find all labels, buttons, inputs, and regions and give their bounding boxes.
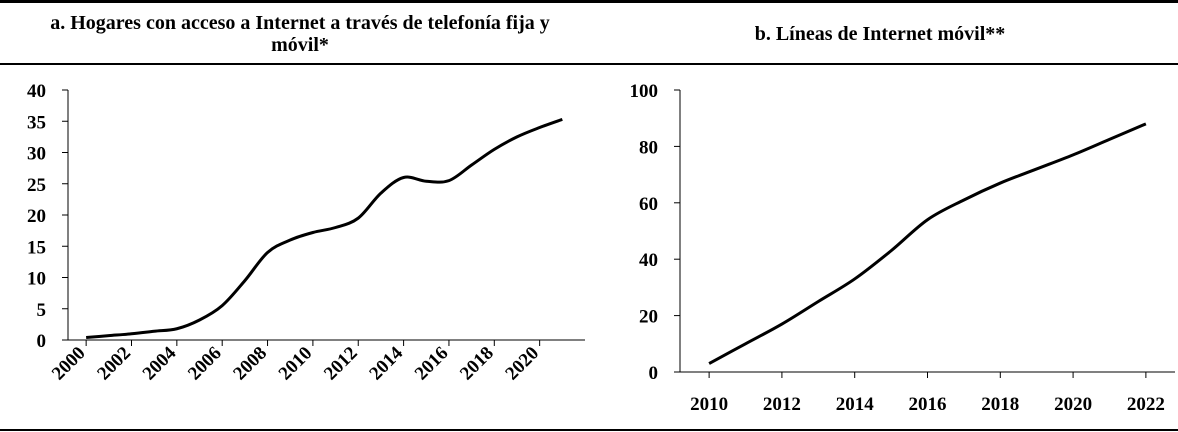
- x-tick-label: 2008: [229, 343, 271, 385]
- y-tick-label: 40: [639, 250, 658, 271]
- y-tick-label: 30: [27, 144, 46, 165]
- rule: [0, 63, 1178, 65]
- chart: 0 5 10 15 20 25 30 35 40 2000 2002 2004 2006 2008 2010…: [27, 81, 585, 385]
- x-tick-label: 2006: [184, 343, 226, 385]
- chart-title: a. Hogares con acceso a Internet a travé…: [50, 12, 550, 56]
- y-tick-label: 100: [630, 81, 659, 102]
- x-tick-label: 2020: [501, 343, 543, 385]
- x-tick-label: 2012: [320, 343, 362, 385]
- rule: [0, 0, 1178, 3]
- x-tick-label: 2014: [836, 394, 875, 415]
- y-tick-label: 20: [27, 206, 46, 227]
- x-tick-label: 2014: [365, 342, 407, 384]
- x-tick-label: 2016: [909, 394, 947, 415]
- line: [708, 122, 1147, 365]
- x-tick-label: 2018: [456, 343, 498, 385]
- y-tick-label: 40: [27, 81, 46, 102]
- x-tick-label: 2002: [93, 343, 135, 385]
- x-tick-label: 2012: [763, 394, 801, 415]
- x-tick-label: 2010: [275, 343, 317, 385]
- y-tick-label: 60: [639, 194, 658, 215]
- line: [86, 117, 563, 339]
- x-tick-label: 2004: [139, 342, 181, 384]
- x-tick-label: 2000: [48, 343, 90, 385]
- rule: [0, 429, 1178, 431]
- y-tick-label: 20: [639, 307, 658, 328]
- x-tick-label: 2022: [1127, 394, 1165, 415]
- y-tick-label: 0: [37, 331, 47, 352]
- chart: 0 20 40 60 80 100 2010 2012 2014 2016 2018 2020 2022: [630, 81, 1175, 415]
- x-tick-label: 2018: [981, 394, 1019, 415]
- x-tick-label: 2016: [411, 343, 453, 385]
- y-tick-label: 5: [37, 300, 47, 321]
- chart-title: b. Líneas de Internet móvil**: [754, 23, 1006, 45]
- y-tick-label: 10: [27, 269, 46, 290]
- y-tick-label: 35: [27, 112, 46, 133]
- x-tick-label: 2010: [690, 394, 728, 415]
- x-tick-label: 2020: [1054, 394, 1092, 415]
- y-tick-label: 25: [27, 175, 46, 196]
- y-tick-label: 0: [649, 363, 659, 384]
- y-tick-label: 15: [27, 237, 46, 258]
- y-tick-label: 80: [639, 137, 658, 158]
